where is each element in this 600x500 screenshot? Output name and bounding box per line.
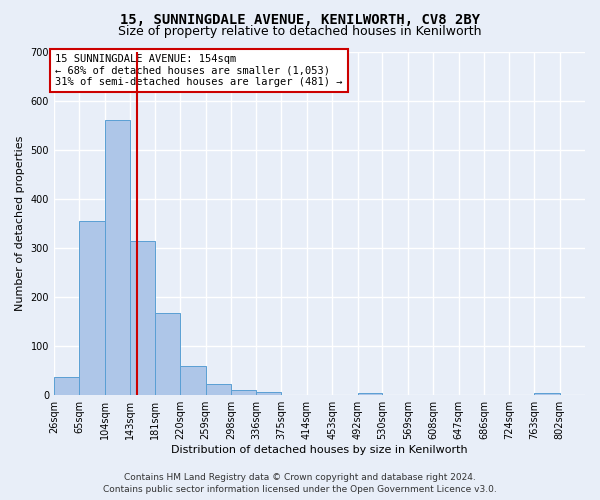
Bar bbox=[181, 366, 206, 395]
Y-axis label: Number of detached properties: Number of detached properties bbox=[15, 136, 25, 311]
Bar bbox=[231, 390, 256, 395]
Bar bbox=[256, 392, 281, 395]
Bar bbox=[155, 312, 181, 395]
Bar bbox=[206, 384, 231, 395]
Bar bbox=[79, 221, 105, 395]
Text: Size of property relative to detached houses in Kenilworth: Size of property relative to detached ho… bbox=[118, 25, 482, 38]
X-axis label: Distribution of detached houses by size in Kenilworth: Distribution of detached houses by size … bbox=[171, 445, 468, 455]
Text: 15, SUNNINGDALE AVENUE, KENILWORTH, CV8 2BY: 15, SUNNINGDALE AVENUE, KENILWORTH, CV8 … bbox=[120, 12, 480, 26]
Bar bbox=[105, 120, 130, 395]
Bar bbox=[54, 376, 79, 395]
Text: 15 SUNNINGDALE AVENUE: 154sqm
← 68% of detached houses are smaller (1,053)
31% o: 15 SUNNINGDALE AVENUE: 154sqm ← 68% of d… bbox=[55, 54, 343, 87]
Bar bbox=[358, 393, 382, 395]
Text: Contains HM Land Registry data © Crown copyright and database right 2024.
Contai: Contains HM Land Registry data © Crown c… bbox=[103, 472, 497, 494]
Bar bbox=[130, 240, 155, 395]
Bar bbox=[534, 393, 560, 395]
